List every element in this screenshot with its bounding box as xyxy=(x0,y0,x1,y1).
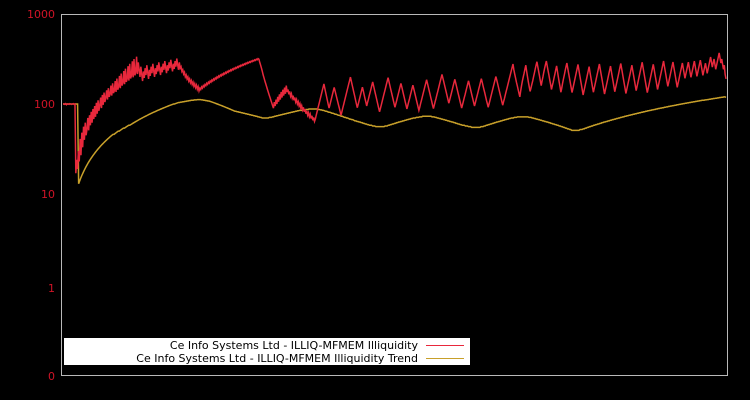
legend-entry-illiquidity-trend: Ce Info Systems Ltd - ILLIQ-MFMEM Illiqu… xyxy=(64,352,470,365)
y-tick-label-100: 100 xyxy=(34,98,55,111)
y-tick-label-1: 1 xyxy=(48,282,55,295)
legend: Ce Info Systems Ltd - ILLIQ-MFMEM Illiqu… xyxy=(64,338,470,365)
legend-swatch-illiquidity-trend xyxy=(426,357,464,359)
legend-entry-illiquidity: Ce Info Systems Ltd - ILLIQ-MFMEM Illiqu… xyxy=(64,339,470,352)
y-axis: 1000 100 10 1 0 xyxy=(0,0,55,400)
series-line-illiquidity xyxy=(63,52,727,174)
legend-label-illiquidity-trend: Ce Info Systems Ltd - ILLIQ-MFMEM Illiqu… xyxy=(136,351,418,365)
y-tick-label-1000: 1000 xyxy=(27,8,55,21)
series-line-illiquidity-trend xyxy=(63,96,727,185)
plot-area xyxy=(61,14,728,376)
y-tick-label-10: 10 xyxy=(41,188,55,201)
plot-clip xyxy=(62,15,727,375)
series-canvas xyxy=(63,52,727,185)
legend-swatch-illiquidity xyxy=(426,344,464,346)
y-tick-label-0: 0 xyxy=(48,370,55,383)
legend-label-illiquidity: Ce Info Systems Ltd - ILLIQ-MFMEM Illiqu… xyxy=(169,338,418,352)
